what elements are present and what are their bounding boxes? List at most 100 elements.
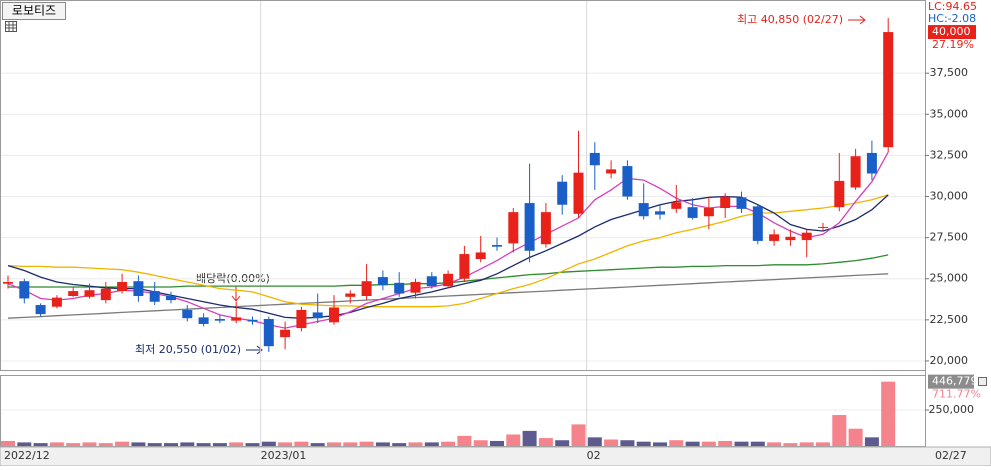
volume-bar (164, 443, 178, 446)
volume-bar (1, 440, 15, 446)
volume-bar (538, 438, 553, 446)
volume-bar (816, 442, 830, 446)
y-tick-label: 35,000 (930, 107, 969, 120)
candle-body (214, 319, 225, 321)
volume-bar (441, 441, 456, 446)
candle-body (508, 212, 519, 244)
candle-body (638, 203, 649, 217)
x-tick-label: 2022/12 (4, 449, 50, 462)
y-tick-label: 30,000 (930, 190, 969, 203)
high-annotation: 최고 40,850 (02/27) (737, 13, 843, 26)
volume-bar (310, 443, 325, 446)
candle-body (443, 273, 454, 287)
candle-body (84, 290, 95, 297)
y-tick-label: 37,500 (930, 66, 969, 79)
volume-bar (506, 434, 521, 446)
candle-body (785, 236, 796, 241)
moving-average-line (7, 194, 889, 308)
ex-dividend-arrow (231, 286, 241, 302)
candle-body (883, 32, 894, 148)
volume-bar (278, 442, 293, 446)
volume-bar (212, 443, 227, 446)
volume-bar (33, 443, 48, 446)
panel-button[interactable] (978, 377, 987, 386)
moving-average-line (7, 273, 889, 319)
volume-bar (196, 443, 211, 446)
candle-body (312, 312, 323, 319)
volume-bar (864, 437, 879, 446)
candle-body (720, 196, 731, 209)
volume-bar (604, 439, 619, 446)
y-tick-label: 27,500 (930, 231, 969, 244)
volume-bar (587, 437, 602, 446)
volume-bar (98, 443, 113, 446)
candle-body (426, 276, 437, 287)
candle-body (182, 309, 193, 319)
volume-bar (82, 442, 97, 446)
x-axis-strip (0, 446, 991, 467)
volume-bar (669, 440, 684, 446)
candle-body (35, 305, 46, 315)
candle-body (3, 282, 13, 284)
candle-body (557, 181, 568, 205)
low-arrow (246, 345, 263, 355)
table-icon[interactable] (5, 21, 17, 32)
candle-body (769, 234, 780, 241)
candle-body (247, 319, 258, 322)
candle-body (736, 197, 747, 209)
candle-body (410, 282, 421, 293)
volume-bar (294, 441, 309, 446)
volume-bar (359, 441, 374, 446)
candle-body (834, 180, 845, 208)
candle-body (687, 207, 698, 218)
candle-body (100, 288, 111, 301)
candle-body (850, 156, 861, 188)
candle-body (655, 211, 665, 215)
volume-bar (848, 428, 863, 446)
volume-bar (734, 441, 749, 446)
y-tick-label: 25,000 (930, 272, 969, 285)
candle-body (573, 172, 584, 214)
volume-bar (571, 424, 586, 446)
candle-body (377, 277, 388, 286)
candle-body (117, 282, 128, 292)
candle-body (231, 317, 242, 321)
y-tick-label: 250,000 (929, 403, 975, 416)
volume-bar (783, 443, 798, 446)
volume-bar (245, 443, 260, 446)
candle-body (198, 317, 209, 324)
candle-body (801, 232, 812, 241)
candle-body (524, 203, 535, 251)
y-tick-label: 22,500 (930, 313, 969, 326)
volume-bar (229, 442, 244, 446)
volume-bar (718, 440, 733, 446)
volume-bar (131, 442, 146, 446)
volume-marker-label: 446,779 (932, 375, 978, 388)
volume-bar (832, 415, 847, 446)
candle-body (68, 291, 79, 296)
candle-body (540, 212, 551, 245)
volume-bar (180, 442, 195, 446)
candle-body (475, 252, 486, 259)
low-annotation: 최저 20,550 (01/02) (135, 343, 241, 356)
volume-bar (522, 430, 537, 446)
title-box[interactable] (2, 2, 66, 20)
volume-bar (881, 381, 896, 446)
volume-bar (424, 442, 439, 446)
chart-title: 로보티즈 (12, 4, 56, 18)
volume-bar (115, 441, 130, 446)
candle-body (622, 166, 633, 197)
candle-body (394, 282, 405, 294)
volume-bar (490, 440, 504, 446)
volume-bar (473, 440, 488, 446)
price-marker-box (928, 25, 976, 40)
candle-body (459, 254, 470, 279)
volume-bar (392, 443, 407, 446)
volume-bar (17, 442, 32, 446)
high-arrow (848, 15, 866, 25)
volume-bar (261, 441, 276, 446)
volume-bar (49, 442, 64, 446)
volume-bar (147, 443, 162, 446)
